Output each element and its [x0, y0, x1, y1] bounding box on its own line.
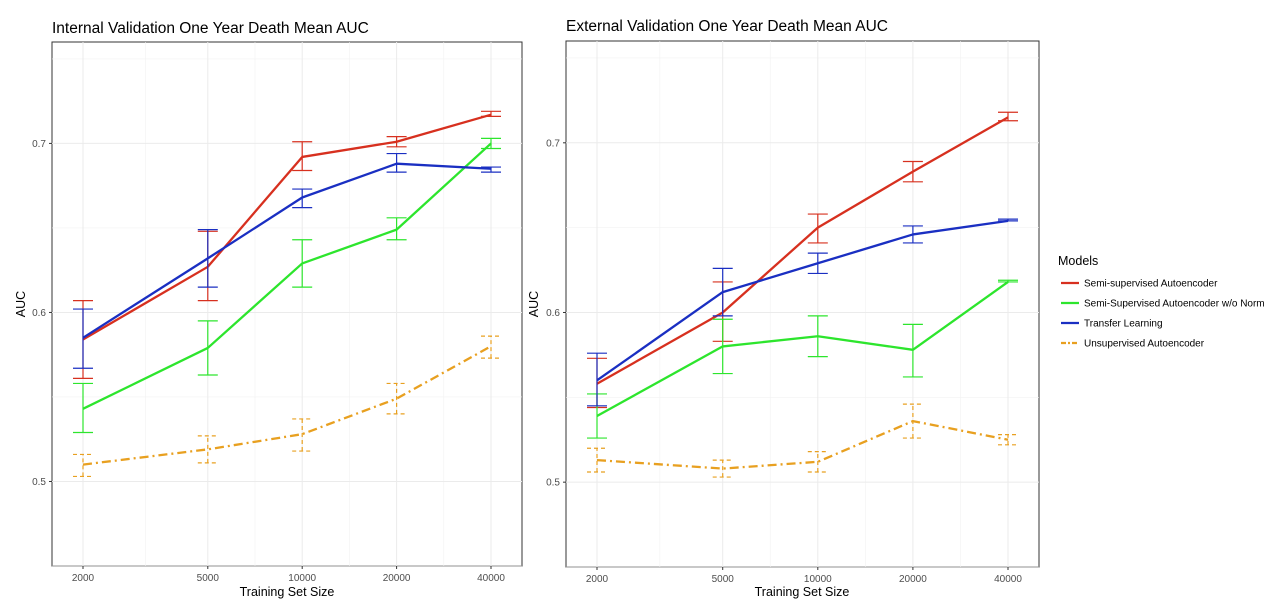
external-unsupervised-autoencoder-errorbar	[712, 459, 733, 478]
external-x-tick-label: 2000	[586, 574, 609, 585]
internal-unsupervised-autoencoder-errorbar	[73, 453, 93, 478]
external-transfer-learning-line	[596, 219, 1009, 382]
external-x-axis-title: Training Set Size	[755, 585, 850, 599]
external-unsupervised-autoencoder-errorbar	[807, 451, 828, 473]
internal-unsupervised-autoencoder-errorbar	[481, 335, 501, 359]
legend-item-semi-supervised-autoencoder-w-o-norm: Semi-Supervised Autoencoder w/o Norm	[1061, 299, 1265, 310]
external-y-tick-label: 0.7	[546, 138, 560, 149]
legend: Models Semi-supervised Autoencoder Semi-S…	[1058, 254, 1265, 350]
legend-label-transfer-learning: Transfer Learning	[1084, 319, 1163, 330]
external-series-semi-supervised-autoencoder-w-o-norm	[587, 279, 1018, 439]
internal-y-axis-title: AUC	[14, 291, 28, 317]
internal-axes: 0.5 0.6 0.7 2000 5000 10000 20000 40000	[32, 139, 505, 584]
legend-item-semi-supervised-autoencoder: Semi-supervised Autoencoder	[1061, 279, 1218, 290]
legend-item-transfer-learning: Transfer Learning	[1061, 319, 1163, 330]
internal-transfer-learning-line	[82, 162, 492, 339]
internal-x-tick-label: 10000	[288, 573, 316, 584]
internal-series-semi-supervised-autoencoder-w-o-norm	[73, 137, 501, 434]
legend-title: Models	[1058, 254, 1098, 268]
legend-label-semi-supervised-autoencoder-w-o-norm: Semi-Supervised Autoencoder w/o Norm	[1084, 299, 1265, 310]
legend-label-semi-supervised-autoencoder: Semi-supervised Autoencoder	[1084, 279, 1218, 290]
external-y-axis-title: AUC	[527, 291, 541, 317]
internal-unsupervised-autoencoder-line	[82, 345, 492, 466]
internal-x-tick-label: 20000	[383, 573, 411, 584]
internal-unsupervised-autoencoder-errorbar	[292, 418, 313, 452]
internal-semi-supervised-autoencoder-w-o-norm-line	[82, 142, 492, 410]
internal-series-unsupervised-autoencoder	[73, 335, 501, 478]
internal-chart-title: Internal Validation One Year Death Mean …	[52, 20, 369, 37]
external-gridlines	[566, 41, 1039, 568]
external-chart-title: External Validation One Year Death Mean …	[566, 18, 888, 35]
legend-items: Semi-supervised Autoencoder Semi-Supervis…	[1061, 279, 1265, 350]
external-series-unsupervised-autoencoder	[587, 403, 1018, 478]
legend-label-unsupervised-autoencoder: Unsupervised Autoencoder	[1084, 339, 1205, 350]
external-x-tick-label: 10000	[804, 574, 832, 585]
external-semi-supervised-autoencoder-line	[596, 116, 1009, 385]
internal-x-tick-label: 5000	[197, 573, 220, 584]
legend-item-unsupervised-autoencoder: Unsupervised Autoencoder	[1061, 339, 1205, 350]
external-unsupervised-autoencoder-errorbar	[587, 447, 607, 473]
internal-y-tick-label: 0.5	[32, 477, 46, 488]
internal-series-transfer-learning	[73, 152, 501, 369]
internal-unsupervised-autoencoder-errorbar	[386, 382, 407, 415]
internal-x-tick-label: 40000	[477, 573, 505, 584]
external-validation-panel: External Validation One Year Death Mean …	[527, 18, 1040, 599]
external-x-tick-label: 5000	[712, 574, 735, 585]
internal-unsupervised-autoencoder-errorbar	[197, 435, 218, 464]
external-series-transfer-learning	[587, 218, 1018, 407]
external-x-tick-label: 20000	[899, 574, 927, 585]
internal-x-tick-label: 2000	[72, 573, 95, 584]
internal-series-layer	[73, 110, 501, 478]
external-plot-area	[565, 40, 1040, 568]
external-axes: 0.5 0.6 0.7 2000 5000 10000 20000 40000	[546, 138, 1022, 585]
external-semi-supervised-autoencoder-w-o-norm-line	[596, 281, 1009, 417]
internal-transfer-learning-errorbar	[73, 308, 93, 369]
internal-x-axis-title: Training Set Size	[240, 585, 335, 599]
external-unsupervised-autoencoder-errorbar	[998, 434, 1018, 446]
internal-y-tick-label: 0.7	[32, 139, 46, 150]
external-y-tick-label: 0.6	[546, 308, 560, 319]
internal-y-tick-label: 0.6	[32, 308, 46, 319]
internal-semi-supervised-autoencoder-line	[82, 113, 492, 341]
external-y-tick-label: 0.5	[546, 478, 560, 489]
external-x-tick-label: 40000	[994, 574, 1022, 585]
internal-validation-panel: Internal Validation One Year Death Mean …	[14, 20, 523, 599]
internal-plot-area	[51, 41, 523, 567]
external-unsupervised-autoencoder-line	[596, 419, 1009, 470]
external-series-layer	[587, 111, 1018, 478]
